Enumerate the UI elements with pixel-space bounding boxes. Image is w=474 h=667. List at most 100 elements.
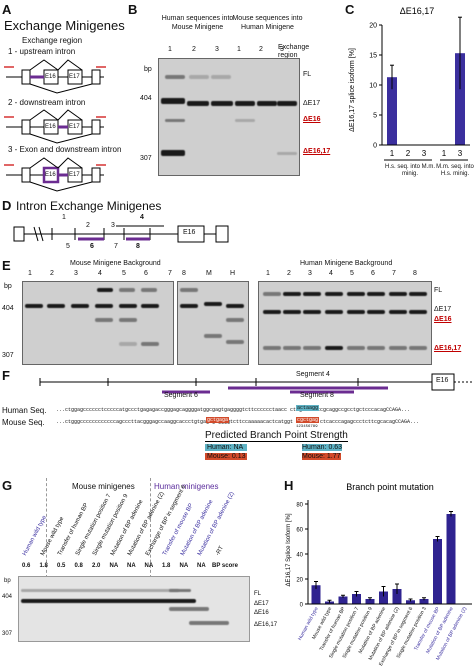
panel-e-mid-lane: 8: [182, 270, 186, 277]
panel-b-lane-5: 2: [259, 46, 263, 53]
panel-g-bp-score-label: BP score: [212, 563, 238, 569]
panel-f-mouse-bp: gctgaga: [206, 417, 230, 423]
panel-e-human-lane: 5: [350, 270, 354, 277]
panel-h-ytick-label: 80: [296, 503, 303, 509]
panel-a-diagrams: [4, 59, 106, 192]
panel-e-gel-human: [258, 281, 432, 365]
panel-e-label: E: [2, 258, 11, 273]
panel-e-mouse-lane: 7: [168, 270, 172, 277]
panel-e-label-de17: ΔE17: [434, 306, 452, 313]
panel-e-mouse-title: Mouse Minigene Background: [70, 260, 161, 267]
panel-d-num-3: 3: [111, 222, 115, 229]
panel-g-label: G: [2, 478, 13, 493]
panel-h-bar: [365, 599, 375, 604]
panel-f-mouse-bp2: cgctgag: [296, 417, 320, 423]
panel-a-item-1: 1 - upstream intron: [8, 47, 76, 56]
panel-h-bar: [379, 591, 388, 604]
panel-f-mouse-seq: ...ctgggccccccccccccagcccttacgggagccaagg…: [56, 419, 420, 425]
panel-d-num-6: 6: [90, 243, 94, 250]
panel-f-human-label: Human Seq.: [2, 406, 47, 415]
diagram1-exon-e17: E17: [69, 74, 80, 80]
panel-c-xtick-label: 1: [442, 149, 447, 158]
panel-h-ytick-label: 40: [296, 553, 303, 559]
diagram1-exon-e16: E16: [45, 74, 56, 80]
panel-b-label-de17: ΔE17: [303, 100, 321, 107]
panel-f-human-val: Human: 0.63: [300, 444, 344, 451]
panel-e-mouse-lane: 6: [144, 270, 148, 277]
panel-h-bar: [352, 594, 361, 604]
panel-c-bar: [455, 53, 465, 146]
panel-g-bp-score: 1.8: [162, 563, 171, 569]
panel-e-human-lane: 8: [413, 270, 417, 277]
panel-h-bar: [419, 599, 429, 604]
panel-c-ytick-label: 20: [369, 23, 377, 30]
panel-e-marker-307: 307: [2, 352, 14, 359]
panel-e-mouse-lane: 5: [122, 270, 126, 277]
panel-b-lane-3: 3: [215, 46, 219, 53]
panel-f-mouse-label: Mouse Seq.: [2, 418, 45, 427]
panel-e-human-title: Human Minigene Background: [300, 260, 393, 267]
panel-f-human-na: Human: NA: [205, 444, 247, 451]
panel-e-human-lane: 1: [266, 270, 270, 277]
panel-f-human-seq: ...ctggagcccccctcccccatgccctgagagaccggga…: [56, 407, 411, 413]
panel-f-exon: E16: [436, 377, 449, 384]
panel-g-marker-307: 307: [2, 631, 13, 637]
panel-h-bar: [392, 589, 402, 604]
panel-g-bp-score: 2.0: [92, 563, 101, 569]
panel-b-label-de16: ΔE16: [303, 116, 321, 123]
panel-f-segment6: Segment 6: [164, 392, 198, 399]
panel-f-numbers: 123456789: [296, 425, 318, 429]
panel-g-lane-label: -RT: [214, 545, 225, 557]
panel-b-bp-unit: bp: [144, 66, 152, 73]
panel-e-gel-mid: [177, 281, 249, 365]
diagram2-exon-e16: E16: [45, 124, 56, 130]
panel-b-marker-404: 404: [140, 95, 152, 102]
panel-b-exchange-region: Exchange region: [278, 44, 310, 59]
panel-d-num-2: 2: [86, 222, 90, 229]
panel-f-diagram: [39, 373, 472, 394]
panel-h-ytick-label: 0: [300, 603, 304, 609]
panel-c-xtick-label: 3: [422, 149, 427, 158]
panel-g-bp-score: NA: [144, 563, 154, 569]
panel-d-exon: E16: [183, 229, 196, 236]
panel-f-label: F: [2, 368, 10, 383]
panel-h-bar: [446, 514, 456, 604]
panel-g-lane-label: Mutation of BP adenine (2): [197, 491, 236, 557]
panel-g-lane-label: Transfer of human BP: [57, 502, 90, 557]
panel-c-chart: ΔE16,17 ΔE16,17 splice isoform [%] 0 5 10 1…: [349, 6, 470, 161]
panel-c-xtick-label: 3: [458, 149, 463, 158]
panel-g-label-de1617: ΔE16,17: [254, 622, 278, 628]
panel-h-ytick-label: 60: [296, 528, 303, 534]
panel-d-num-7: 7: [114, 243, 118, 250]
panel-e-label-de1617: ΔE16,17: [434, 345, 462, 352]
panel-g-marker-404: 404: [2, 594, 13, 600]
panel-b-group1: Human sequences into Mouse Minigene: [161, 15, 234, 31]
panel-h-bar: [311, 585, 321, 604]
panel-g-divider-1: [46, 478, 47, 578]
panel-g-gel: [18, 576, 250, 642]
panel-b-lane-6: 3: [280, 46, 284, 53]
minigene-diagram-1: [4, 59, 106, 94]
panel-f-mouse-val2: Mouse: 1.77: [300, 453, 343, 460]
diagram2-exon-e17: E17: [69, 124, 80, 130]
panel-g-bp-score: 0.8: [74, 563, 83, 569]
panel-g-label-fl: FL: [254, 591, 262, 597]
panel-b-lane-4: 1: [237, 46, 241, 53]
panel-e-mouse-lane: 3: [74, 270, 78, 277]
panel-a-subtitle: Exchange region: [22, 36, 83, 45]
panel-g-bp-unit: bp: [4, 578, 11, 584]
panel-d-title: Intron Exchange Minigenes: [16, 199, 162, 213]
panel-f-strength-title: Predicted Branch Point Strength: [205, 430, 348, 442]
panel-e-human-lane: 3: [308, 270, 312, 277]
panel-e-human-lane: 7: [392, 270, 396, 277]
panel-b-label-fl: FL: [303, 71, 312, 78]
panel-c-bar: [387, 77, 397, 145]
panel-e-mid-lane: H: [230, 270, 236, 277]
panel-a-title: Exchange Minigenes: [4, 18, 125, 33]
panel-e-human-lane: 4: [329, 270, 333, 277]
panel-b-gel: [158, 58, 300, 176]
panel-b-group2: Mouse sequences into Human Minigene: [232, 15, 303, 31]
panel-d-num-5: 5: [66, 243, 70, 250]
panel-f-mouse-val1: Mouse: 0.13: [205, 453, 247, 460]
